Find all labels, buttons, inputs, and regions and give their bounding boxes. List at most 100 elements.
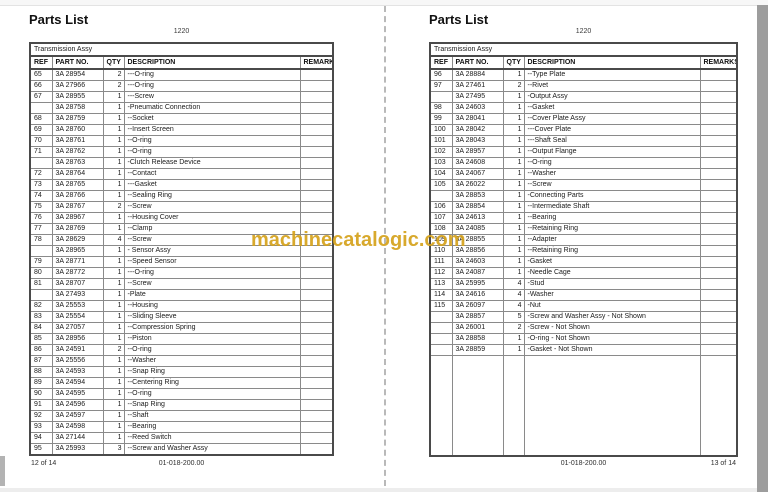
viewer-left-edge <box>0 456 5 486</box>
table-row: 90 3A 24595 1 --O-ring <box>29 388 334 400</box>
description-cell: --Sealing Ring <box>123 190 301 202</box>
part-no-cell: 3A 25554 <box>51 311 104 323</box>
part-no-cell: 3A 28854 <box>451 201 504 213</box>
col-header-part-no: PART NO. <box>51 55 104 70</box>
scrollbar-track[interactable] <box>757 5 768 492</box>
table-row: 84 3A 27057 1 --Compression Spring <box>29 322 334 334</box>
table-row: 67 3A 28955 1 ---Screw <box>29 91 334 103</box>
remarks-cell <box>299 278 334 290</box>
empty-table-space <box>429 355 738 457</box>
qty-cell: 1 <box>102 267 125 279</box>
remarks-cell <box>299 68 334 81</box>
qty-cell: 1 <box>502 135 525 147</box>
ref-cell: 73 <box>29 179 53 191</box>
table-row: 76 3A 28967 1 --Housing Cover <box>29 212 334 224</box>
empty-cell <box>429 355 453 457</box>
ref-cell: 82 <box>29 300 53 312</box>
ref-cell: 83 <box>29 311 53 323</box>
table-row: 100 3A 28042 1 ---Cover Plate <box>429 124 738 136</box>
description-cell: -Connecting Parts <box>523 190 701 202</box>
remarks-cell <box>299 366 334 378</box>
remarks-cell <box>699 278 738 290</box>
remarks-cell <box>299 388 334 400</box>
ref-cell: 80 <box>29 267 53 279</box>
description-cell: --Washer <box>123 355 301 367</box>
ref-cell: 84 <box>29 322 53 334</box>
qty-cell: 1 <box>102 366 125 378</box>
ref-cell <box>429 344 453 356</box>
description-cell: -Gasket - Not Shown <box>523 344 701 356</box>
remarks-cell <box>299 432 334 444</box>
ref-cell: 96 <box>429 68 453 81</box>
qty-cell: 1 <box>502 113 525 125</box>
table-row: 85 3A 28956 1 --Piston <box>29 333 334 345</box>
description-cell: --O-ring <box>123 146 301 158</box>
description-cell: --Adapter <box>523 234 701 246</box>
table-row: 114 3A 24616 4 -Washer <box>429 289 738 301</box>
part-no-cell: 3A 24595 <box>51 388 104 400</box>
remarks-cell <box>699 212 738 224</box>
table-row: 91 3A 24596 1 --Snap Ring <box>29 399 334 411</box>
assembly-caption: Transmission Assy <box>429 42 738 57</box>
description-cell: -Screw and Washer Assy - Not Shown <box>523 311 701 323</box>
table-row: 87 3A 25556 1 --Washer <box>29 355 334 367</box>
part-no-cell: 3A 28957 <box>451 146 504 158</box>
table-row: 70 3A 28761 1 --O-ring <box>29 135 334 147</box>
ref-cell: 112 <box>429 267 453 279</box>
description-cell: --Gasket <box>523 102 701 114</box>
description-cell: ---Screw <box>123 91 301 103</box>
qty-cell: 1 <box>102 135 125 147</box>
col-header-part-no: PART NO. <box>451 55 504 70</box>
description-cell: --Speed Sensor <box>123 256 301 268</box>
remarks-cell <box>299 399 334 411</box>
ref-cell: 94 <box>29 432 53 444</box>
remarks-cell <box>699 190 738 202</box>
description-cell: -Output Assy <box>523 91 701 103</box>
part-no-cell: 3A 28857 <box>451 311 504 323</box>
table-header-row: REF PART NO. QTY DESCRIPTION REMARKS <box>429 55 738 70</box>
qty-cell: 1 <box>102 377 125 389</box>
description-cell: ---O-ring <box>123 80 301 92</box>
remarks-cell <box>299 135 334 147</box>
qty-cell: 1 <box>102 388 125 400</box>
description-cell: ---Gasket <box>123 179 301 191</box>
remarks-cell <box>699 168 738 180</box>
qty-cell: 1 <box>102 421 125 433</box>
remarks-cell <box>299 443 334 456</box>
qty-cell: 1 <box>102 113 125 125</box>
table-row: 86 3A 24591 2 --O-ring <box>29 344 334 356</box>
table-row: 112 3A 24087 1 -Needle Cage <box>429 267 738 279</box>
remarks-cell <box>299 256 334 268</box>
ref-cell: 88 <box>29 366 53 378</box>
page-number: 13 of 14 <box>710 460 736 467</box>
remarks-cell <box>699 102 738 114</box>
part-no-cell: 3A 27057 <box>51 322 104 334</box>
col-header-ref: REF <box>29 55 53 70</box>
part-no-cell: 3A 24597 <box>51 410 104 422</box>
table-row: 79 3A 28771 1 --Speed Sensor <box>29 256 334 268</box>
ref-cell: 86 <box>29 344 53 356</box>
table-row: 3A 28858 1 -O-ring - Not Shown <box>429 333 738 345</box>
qty-cell: 1 <box>102 399 125 411</box>
remarks-cell <box>699 124 738 136</box>
description-cell: --O-ring <box>123 135 301 147</box>
qty-cell: 1 <box>502 245 525 257</box>
table-row: 99 3A 28041 1 --Cover Plate Assy <box>429 113 738 125</box>
remarks-cell <box>299 80 334 92</box>
description-cell: --Screw <box>123 278 301 290</box>
remarks-cell <box>699 322 738 334</box>
qty-cell: 1 <box>102 146 125 158</box>
qty-cell: 1 <box>102 179 125 191</box>
remarks-cell <box>299 91 334 103</box>
description-cell: -Nut <box>523 300 701 312</box>
remarks-cell <box>299 410 334 422</box>
part-no-cell: 3A 28042 <box>451 124 504 136</box>
qty-cell: 1 <box>502 190 525 202</box>
ref-cell: 67 <box>29 91 53 103</box>
description-cell: --Sliding Sleeve <box>123 311 301 323</box>
table-row: 98 3A 24603 1 --Gasket <box>429 102 738 114</box>
ref-cell: 76 <box>29 212 53 224</box>
document-code: 01-018-200.00 <box>158 460 205 467</box>
remarks-cell <box>299 212 334 224</box>
qty-cell: 2 <box>102 344 125 356</box>
